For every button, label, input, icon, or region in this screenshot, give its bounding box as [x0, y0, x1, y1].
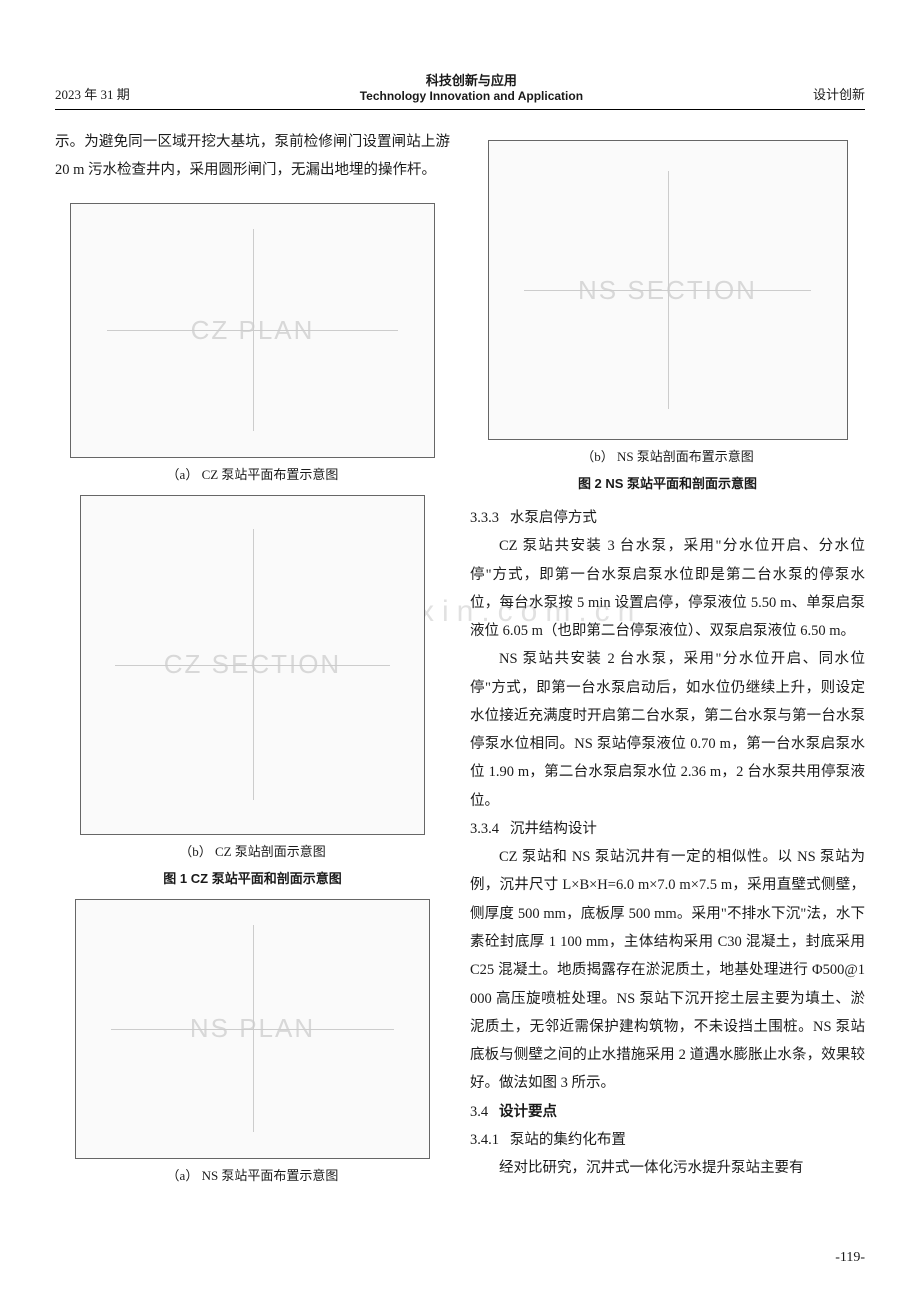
figure-1a-label: CZ PLAN — [191, 315, 315, 346]
page-header: 2023 年 31 期 科技创新与应用 Technology Innovatio… — [55, 70, 865, 110]
figure-1b-label: CZ SECTION — [164, 649, 341, 680]
sec-341-num: 3.4.1 — [470, 1132, 499, 1148]
figure-2a-caption: （a） NS 泵站平面布置示意图 — [55, 1165, 450, 1184]
sec-34-num: 3.4 — [470, 1104, 488, 1120]
sec-341-title: 泵站的集约化布置 — [510, 1132, 626, 1148]
figure-1b-caption: （b） CZ 泵站剖面示意图 — [55, 841, 450, 860]
paragraph-cz-pump: CZ 泵站共安装 3 台水泵，采用"分水位开启、分水位停"方式，即第一台水泵启泵… — [470, 532, 865, 645]
sec-333-num: 3.3.3 — [470, 510, 499, 526]
right-column: NS SECTION （b） NS 泵站剖面布置示意图 图 2 NS 泵站平面和… — [470, 128, 865, 1192]
figure-2a: NS PLAN — [75, 899, 430, 1159]
sec-341-heading: 3.4.1 泵站的集约化布置 — [470, 1126, 865, 1154]
sec-333-heading: 3.3.3 水泵启停方式 — [470, 504, 865, 532]
sec-333-title: 水泵启停方式 — [510, 510, 597, 526]
opening-paragraph: 示。为避免同一区域开挖大基坑，泵前检修闸门设置闸站上游 20 m 污水检查井内，… — [55, 128, 450, 185]
figure-2b-caption: （b） NS 泵站剖面布置示意图 — [470, 446, 865, 465]
paragraph-caisson: CZ 泵站和 NS 泵站沉井有一定的相似性。以 NS 泵站为例，沉井尺寸 L×B… — [470, 843, 865, 1097]
figure-2b-label: NS SECTION — [578, 275, 757, 306]
sec-334-heading: 3.3.4 沉井结构设计 — [470, 815, 865, 843]
header-title-cn: 科技创新与应用 — [130, 70, 813, 89]
sec-334-title: 沉井结构设计 — [510, 821, 597, 837]
header-issue: 2023 年 31 期 — [55, 84, 130, 103]
page-number: -119- — [835, 1250, 865, 1266]
header-section: 设计创新 — [813, 84, 865, 103]
paragraph-ns-pump: NS 泵站共安装 2 台水泵，采用"分水位开启、同水位停"方式，即第一台水泵启动… — [470, 645, 865, 815]
left-column: 示。为避免同一区域开挖大基坑，泵前检修闸门设置闸站上游 20 m 污水检查井内，… — [55, 128, 450, 1192]
sec-34-heading: 3.4 设计要点 — [470, 1098, 865, 1126]
two-column-layout: 示。为避免同一区域开挖大基坑，泵前检修闸门设置闸站上游 20 m 污水检查井内，… — [55, 128, 865, 1192]
sec-334-num: 3.3.4 — [470, 821, 499, 837]
figure-1b: CZ SECTION — [80, 495, 425, 835]
figure-2b: NS SECTION — [488, 140, 848, 440]
figure-2a-label: NS PLAN — [190, 1013, 315, 1044]
sec-34-title: 设计要点 — [499, 1104, 557, 1120]
figure-1a-caption: （a） CZ 泵站平面布置示意图 — [55, 464, 450, 483]
figure-1-title: 图 1 CZ 泵站平面和剖面示意图 — [55, 868, 450, 887]
header-title-block: 科技创新与应用 Technology Innovation and Applic… — [130, 70, 813, 103]
paragraph-layout: 经对比研究，沉井式一体化污水提升泵站主要有 — [470, 1154, 865, 1182]
figure-1a: CZ PLAN — [70, 203, 435, 458]
header-title-en: Technology Innovation and Application — [130, 89, 813, 103]
figure-2-title: 图 2 NS 泵站平面和剖面示意图 — [470, 473, 865, 492]
